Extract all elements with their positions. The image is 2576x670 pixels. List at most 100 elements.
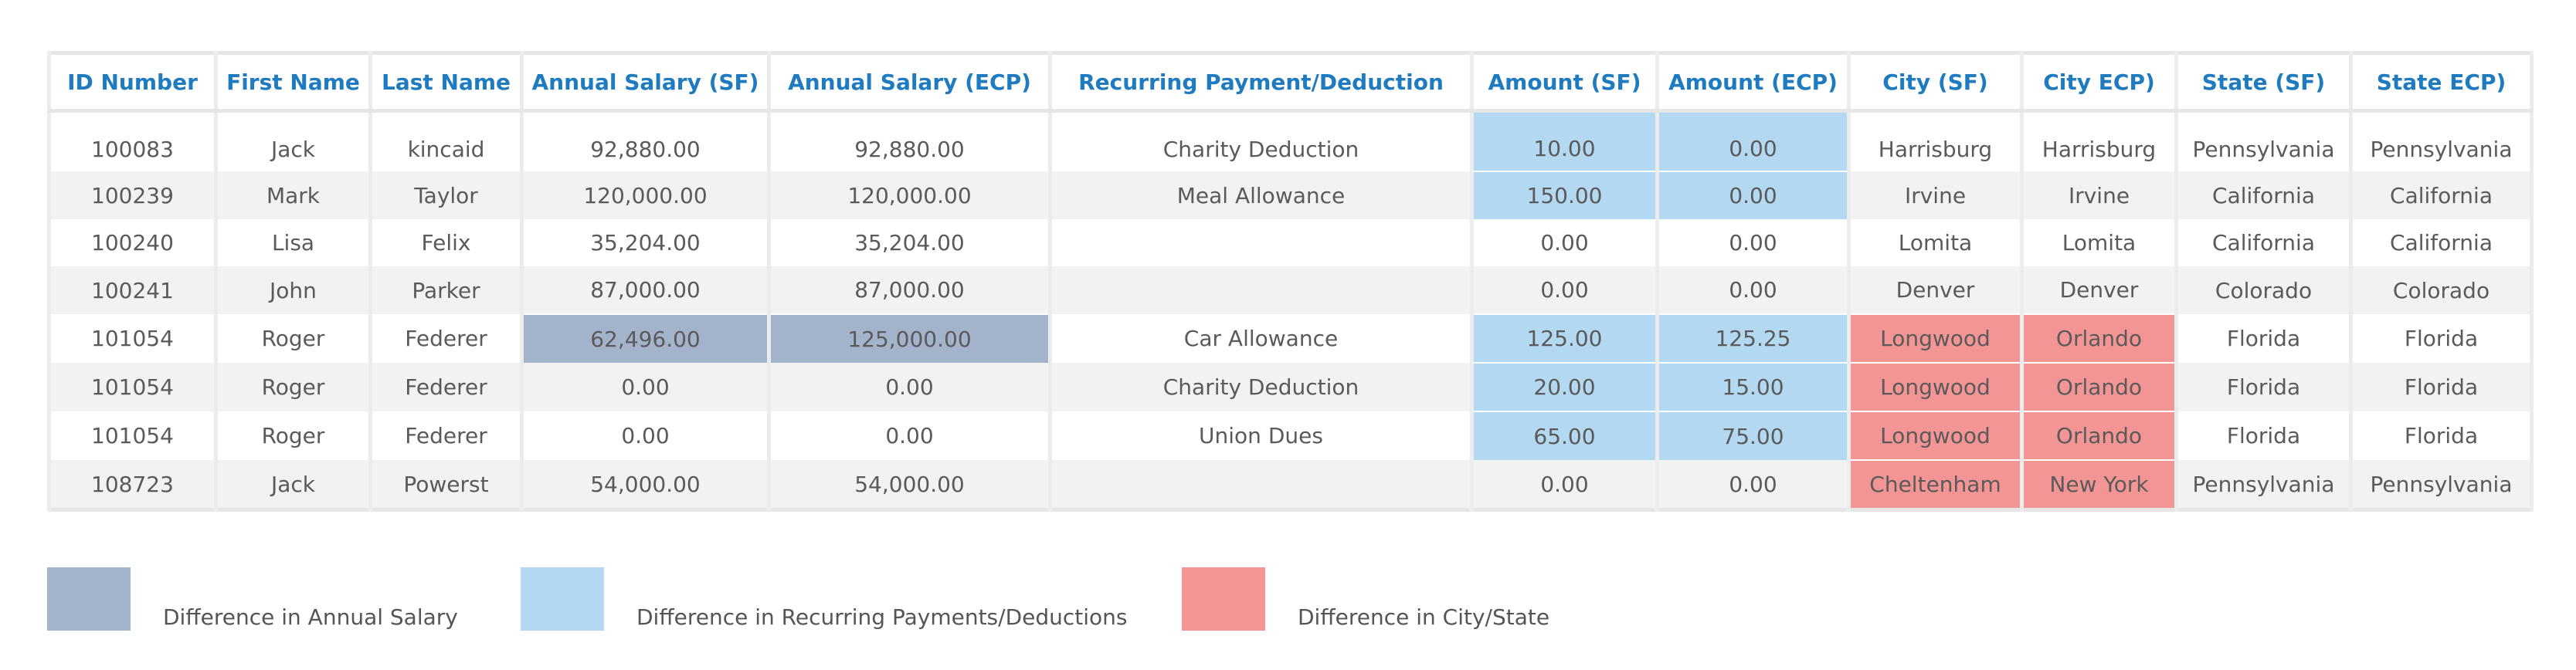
cell-recurring-payment <box>1048 219 1474 266</box>
cell-recurring-payment: Charity Deduction <box>1048 110 1474 171</box>
cell-city-sf: Lomita <box>1847 219 2024 266</box>
cell-amount-ecp: 125.25 <box>1655 313 1851 363</box>
cell-state-sf: Florida <box>2174 314 2353 363</box>
cell-amount-ecp: 0.00 <box>1655 219 1851 266</box>
cell-last-name: Felix <box>368 219 524 266</box>
cell-city-ecp: Harrisburg <box>2020 110 2178 171</box>
cell-state-sf: Florida <box>2174 363 2353 411</box>
cell-recurring-payment: Car Allowance <box>1048 314 1474 363</box>
cell-city-sf: Irvine <box>1847 171 2024 219</box>
cell-id: 100241 <box>47 266 218 314</box>
cell-salary-ecp: 0.00 <box>767 411 1052 460</box>
cell-city-ecp: Orlando <box>2020 362 2178 411</box>
cell-amount-sf: 150.00 <box>1470 171 1659 219</box>
cell-amount-ecp: 0.00 <box>1655 171 1851 219</box>
cell-amount-sf: 0.00 <box>1470 219 1659 266</box>
cell-last-name: Federer <box>368 314 524 363</box>
cell-salary-ecp: 125,000.00 <box>767 313 1052 363</box>
cell-city-sf: Cheltenham <box>1847 459 2024 510</box>
cell-amount-sf: 10.00 <box>1470 110 1659 171</box>
header-id-number: ID Number <box>47 52 218 113</box>
table-row: 100241 John Parker 87,000.00 87,000.00 0… <box>47 266 2534 314</box>
cell-id: 100240 <box>47 219 218 266</box>
cell-last-name: Federer <box>368 411 524 460</box>
legend-swatch-city <box>1182 567 1265 631</box>
header-row: ID Number First Name Last Name Annual Sa… <box>47 52 2534 113</box>
comparison-table-container: ID Number First Name Last Name Annual Sa… <box>47 51 2534 512</box>
table-row: 100239 Mark Taylor 120,000.00 120,000.00… <box>47 171 2534 219</box>
cell-id: 108723 <box>47 460 218 510</box>
cell-recurring-payment: Charity Deduction <box>1048 363 1474 411</box>
cell-amount-sf: 20.00 <box>1470 362 1659 411</box>
cell-state-sf: Pennsylvania <box>2174 110 2353 171</box>
legend-label-payment: Difference in Recurring Payments/Deducti… <box>636 604 1128 630</box>
legend: Difference in Annual Salary Difference i… <box>47 567 1746 637</box>
cell-state-sf: Florida <box>2174 411 2353 460</box>
cell-first-name: Roger <box>214 314 372 363</box>
cell-salary-ecp: 0.00 <box>767 363 1052 411</box>
cell-first-name: Mark <box>214 171 372 219</box>
cell-state-ecp: Pennsylvania <box>2349 110 2534 171</box>
table-row: 101054 Roger Federer 62,496.00 125,000.0… <box>47 313 2534 363</box>
cell-salary-ecp: 87,000.00 <box>767 266 1052 314</box>
cell-salary-sf: 120,000.00 <box>520 171 771 219</box>
table-row: 108723 Jack Powerst 54,000.00 54,000.00 … <box>47 459 2534 510</box>
header-state-sf: State (SF) <box>2174 52 2353 113</box>
cell-first-name: Jack <box>214 460 372 510</box>
header-state-ecp: State ECP) <box>2349 52 2534 113</box>
cell-city-sf: Longwood <box>1847 362 2024 411</box>
table-row: 100240 Lisa Felix 35,204.00 35,204.00 0.… <box>47 219 2534 266</box>
cell-recurring-payment: Meal Allowance <box>1048 171 1474 219</box>
cell-id: 101054 <box>47 411 218 460</box>
header-annual-salary-sf: Annual Salary (SF) <box>520 52 771 113</box>
table-row: 101054 Roger Federer 0.00 0.00 Charity D… <box>47 362 2534 411</box>
cell-state-ecp: Florida <box>2349 363 2534 411</box>
cell-salary-ecp: 54,000.00 <box>767 460 1052 510</box>
cell-last-name: Federer <box>368 363 524 411</box>
cell-state-sf: California <box>2174 171 2353 219</box>
header-city-ecp: City ECP) <box>2020 52 2178 113</box>
cell-amount-ecp: 75.00 <box>1655 411 1851 460</box>
cell-first-name: John <box>214 266 372 314</box>
header-annual-salary-ecp: Annual Salary (ECP) <box>767 52 1052 113</box>
cell-state-ecp: California <box>2349 171 2534 219</box>
cell-id: 100239 <box>47 171 218 219</box>
cell-amount-sf: 0.00 <box>1470 266 1659 314</box>
cell-first-name: Jack <box>214 110 372 171</box>
header-first-name: First Name <box>214 52 372 113</box>
cell-first-name: Lisa <box>214 219 372 266</box>
legend-swatch-salary <box>47 567 131 631</box>
cell-amount-sf: 125.00 <box>1470 313 1659 363</box>
cell-city-sf: Longwood <box>1847 313 2024 363</box>
cell-amount-sf: 65.00 <box>1470 411 1659 460</box>
cell-city-sf: Harrisburg <box>1847 110 2024 171</box>
cell-city-sf: Denver <box>1847 266 2024 314</box>
cell-salary-sf: 0.00 <box>520 411 771 460</box>
cell-last-name: Powerst <box>368 460 524 510</box>
cell-salary-sf: 62,496.00 <box>520 313 771 363</box>
cell-id: 101054 <box>47 363 218 411</box>
legend-label-salary: Difference in Annual Salary <box>163 604 458 630</box>
cell-city-ecp: Orlando <box>2020 411 2178 460</box>
cell-state-ecp: California <box>2349 219 2534 266</box>
table-row: 100083 Jack kincaid 92,880.00 92,880.00 … <box>47 110 2534 171</box>
cell-salary-ecp: 92,880.00 <box>767 110 1052 171</box>
header-last-name: Last Name <box>368 52 524 113</box>
legend-swatch-payment <box>521 567 604 631</box>
cell-last-name: kincaid <box>368 110 524 171</box>
cell-salary-sf: 87,000.00 <box>520 266 771 314</box>
cell-state-sf: California <box>2174 219 2353 266</box>
cell-state-sf: Pennsylvania <box>2174 460 2353 510</box>
cell-city-ecp: Orlando <box>2020 313 2178 363</box>
cell-salary-sf: 0.00 <box>520 363 771 411</box>
cell-salary-ecp: 120,000.00 <box>767 171 1052 219</box>
cell-state-ecp: Colorado <box>2349 266 2534 314</box>
cell-amount-ecp: 0.00 <box>1655 460 1851 510</box>
cell-salary-sf: 35,204.00 <box>520 219 771 266</box>
table-row: 101054 Roger Federer 0.00 0.00 Union Due… <box>47 411 2534 460</box>
cell-id: 100083 <box>47 110 218 171</box>
header-city-sf: City (SF) <box>1847 52 2024 113</box>
cell-amount-ecp: 0.00 <box>1655 266 1851 314</box>
cell-id: 101054 <box>47 314 218 363</box>
header-recurring-payment: Recurring Payment/Deduction <box>1048 52 1474 113</box>
